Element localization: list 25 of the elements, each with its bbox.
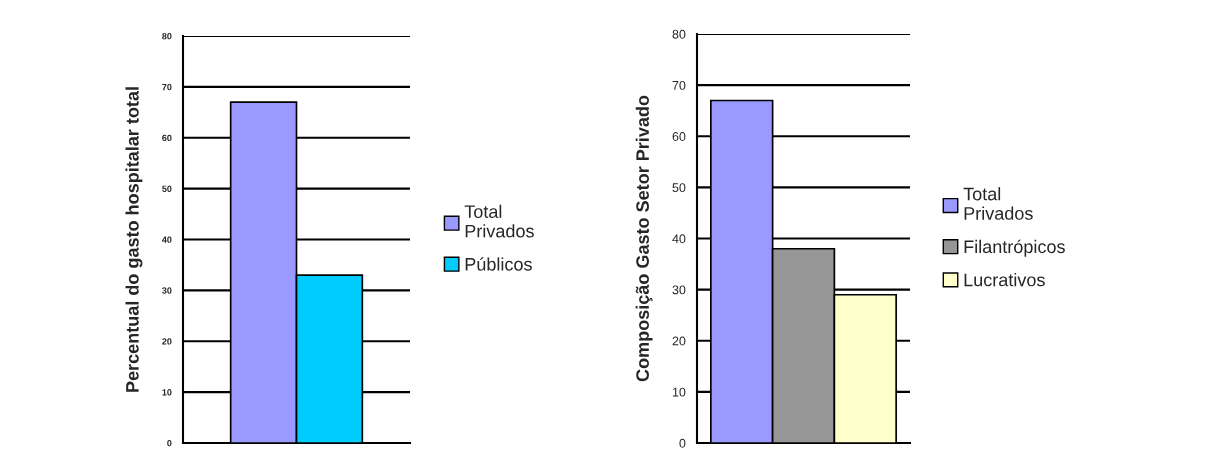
legend-label: Filantrópicos — [964, 239, 1065, 257]
y-tick-label: 10 — [162, 389, 172, 396]
y-tick-label: 0 — [679, 438, 686, 448]
y-tick-label: 70 — [162, 83, 172, 91]
y-axis-title: Percentual do gasto hospitalar total — [125, 87, 143, 392]
y-tick-label: 80 — [672, 29, 686, 39]
y-tick-label: 20 — [672, 336, 686, 346]
y-tick-label: 30 — [672, 285, 686, 295]
y-tick-label: 10 — [672, 387, 686, 397]
y-tick-label: 80 — [162, 32, 172, 40]
y-tick-label: 20 — [162, 338, 172, 345]
legend-label: Total Privados — [963, 187, 1033, 220]
y-tick-label: 40 — [672, 234, 686, 244]
legend-label: Públicos — [465, 257, 532, 271]
y-axis-title: Composição Gasto Setor Privado — [635, 95, 653, 382]
y-tick-label: 70 — [672, 80, 686, 90]
legend-label: Lucrativos — [964, 273, 1045, 287]
y-tick-label: 60 — [162, 134, 172, 142]
legend-label: Total Privados — [464, 204, 534, 238]
y-tick-label: 40 — [161, 236, 172, 243]
y-tick-label: 30 — [162, 287, 172, 294]
y-tick-label: 50 — [162, 185, 172, 192]
y-tick-label: 60 — [672, 132, 686, 141]
y-tick-label: 0 — [167, 439, 172, 447]
y-tick-label: 50 — [672, 183, 686, 193]
